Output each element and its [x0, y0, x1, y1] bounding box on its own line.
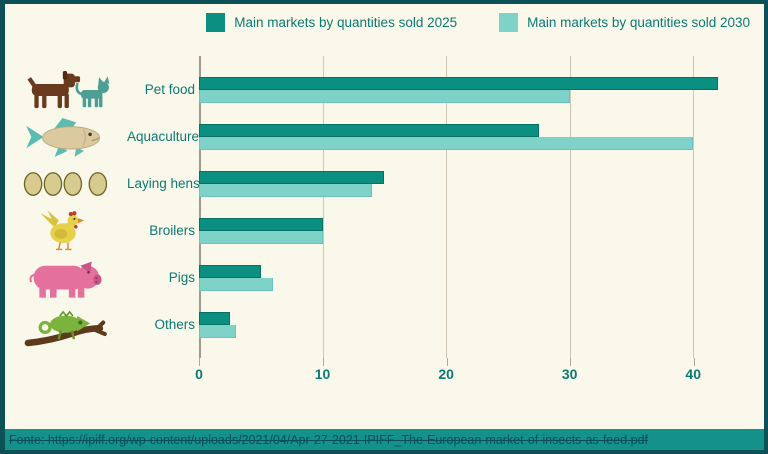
- axis-tick: [322, 358, 324, 366]
- category-label: Others: [154, 317, 195, 332]
- x-tick-label: 10: [314, 366, 331, 382]
- bar-2030: [199, 230, 323, 244]
- dog-and-cat-icon: [13, 66, 123, 113]
- x-axis-labels: 0 10 20 30 40: [195, 366, 755, 386]
- category-label: Laying hens: [127, 176, 200, 191]
- legend-swatch-icon: [206, 13, 226, 32]
- hen-icon: [13, 207, 123, 254]
- x-tick-label: 0: [195, 366, 203, 382]
- chart-rows: Pet food Aquaculture Laying hens Broilers Pi…: [5, 66, 764, 348]
- legend-label: Main markets by quantities sold 2025: [234, 15, 458, 30]
- bar-group: [199, 217, 755, 244]
- bar-group: [199, 76, 755, 103]
- chart-row: Broilers: [5, 207, 764, 254]
- legend-item: Main markets by quantities sold 2030: [499, 13, 750, 32]
- chart-page: Main markets by quantities sold 2025 Main…: [5, 4, 764, 450]
- category-label: Aquaculture: [127, 129, 200, 144]
- gridline: [569, 56, 572, 366]
- gridline: [199, 56, 201, 366]
- axis-tick: [446, 358, 448, 366]
- chart-row: Others: [5, 301, 764, 348]
- bar-group: [199, 170, 755, 197]
- axis-tick: [199, 358, 200, 366]
- bar-2025: [199, 76, 718, 90]
- axis-tick: [694, 358, 696, 366]
- bar-2025: [199, 264, 261, 278]
- x-tick-label: 20: [438, 366, 454, 382]
- eggs-icon: [13, 160, 123, 207]
- bar-group: [199, 123, 755, 150]
- legend-swatch-icon: [499, 13, 519, 32]
- gridline: [693, 56, 696, 366]
- gridline: [446, 56, 448, 366]
- bar-2025: [199, 311, 230, 325]
- category-label: Broilers: [149, 223, 195, 238]
- source-footer: Fonte: https://ipiff.org/wp-content/uplo…: [5, 429, 764, 450]
- bar-group: [199, 311, 755, 338]
- bar-2030: [199, 277, 274, 291]
- bar-2030: [199, 183, 372, 197]
- chart-row: Pet food: [5, 66, 764, 113]
- bar-2025: [199, 123, 539, 137]
- bar-chart: Pet food Aquaculture Laying hens Broilers Pi…: [5, 4, 764, 404]
- chart-legend: Main markets by quantities sold 2025 Main…: [5, 13, 750, 32]
- chameleon-icon: [13, 301, 123, 348]
- bar-2030: [199, 324, 237, 338]
- category-label: Pigs: [168, 270, 195, 285]
- x-tick-label: 40: [685, 366, 702, 382]
- axis-tick: [570, 358, 572, 366]
- legend-label: Main markets by quantities sold 2030: [527, 15, 750, 30]
- chart-row: Laying hens: [5, 160, 764, 207]
- bar-2030: [199, 136, 694, 150]
- fish-icon: [13, 113, 123, 160]
- gridlines-layer: [199, 56, 755, 366]
- bar-group: [199, 264, 755, 291]
- pig-icon: [13, 254, 123, 301]
- legend-item: Main markets by quantities sold 2025: [206, 13, 457, 32]
- bar-2030: [199, 89, 570, 103]
- gridline: [322, 56, 324, 366]
- chart-row: Pigs: [5, 254, 764, 301]
- source-link[interactable]: Fonte: https://ipiff.org/wp-content/uplo…: [9, 432, 648, 447]
- category-label: Pet food: [144, 82, 195, 97]
- bar-2025: [199, 217, 323, 231]
- bar-2025: [199, 170, 385, 184]
- x-tick-label: 30: [561, 366, 578, 382]
- chart-row: Aquaculture: [5, 113, 764, 160]
